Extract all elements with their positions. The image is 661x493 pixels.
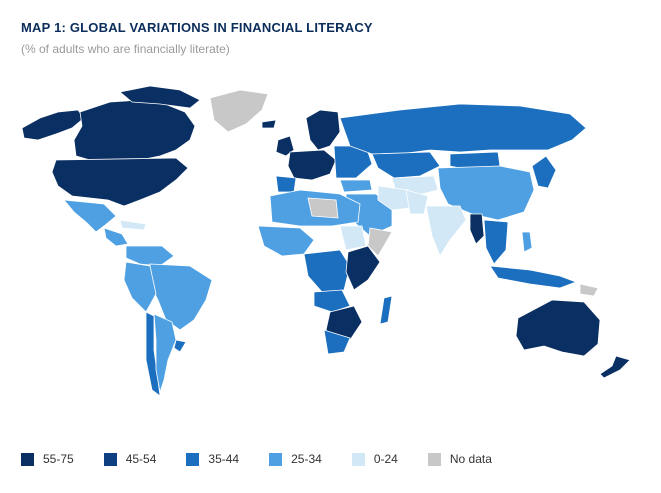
region-scandinavia <box>305 109 341 151</box>
region-madagascar <box>379 295 393 325</box>
legend-item-25-34: 25-34 <box>269 452 322 466</box>
region-argentina <box>153 313 177 393</box>
region-canada <box>73 99 196 161</box>
legend-swatch <box>103 452 117 466</box>
region-korea-japan <box>531 155 557 189</box>
legend-label: 0-24 <box>373 452 398 466</box>
region-west-africa <box>257 225 315 257</box>
legend-label: No data <box>449 452 492 466</box>
legend-item-no-data: No data <box>427 452 492 466</box>
region-russia <box>339 103 587 155</box>
region-philippines <box>521 231 533 253</box>
region-alaska <box>21 109 85 141</box>
legend-item-45-54: 45-54 <box>103 452 157 466</box>
region-uruguay <box>173 339 187 353</box>
region-usa <box>51 157 189 207</box>
map-title: MAP 1: GLOBAL VARIATIONS IN FINANCIAL LI… <box>21 20 373 35</box>
region-iberia <box>275 175 297 193</box>
legend-label: 35-44 <box>208 452 240 466</box>
legend-label: 45-54 <box>125 452 157 466</box>
region-sudan <box>339 225 367 251</box>
region-australia <box>515 299 601 357</box>
region-canada-islands <box>119 85 201 109</box>
legend-swatch <box>351 452 365 466</box>
region-western-europe <box>287 149 337 181</box>
region-pakistan-afghanistan <box>405 189 429 215</box>
region-kazakhstan <box>371 151 441 179</box>
legend-item-55-75: 55-75 <box>21 452 74 466</box>
region-myanmar <box>469 213 485 245</box>
region-south-africa <box>323 329 351 355</box>
legend-label: 55-75 <box>43 452 74 466</box>
world-choropleth-map <box>21 85 631 397</box>
region-china <box>437 165 535 221</box>
region-india <box>425 205 467 257</box>
legend-swatch <box>269 452 283 466</box>
legend: 55-75 45-54 35-44 25-34 0-24 No data <box>21 452 522 466</box>
legend-item-35-44: 35-44 <box>186 452 239 466</box>
region-indonesia <box>489 265 578 289</box>
legend-swatch <box>21 452 34 466</box>
region-central-africa <box>303 249 351 293</box>
map-subtitle: (% of adults who are financially literat… <box>21 42 230 56</box>
region-sahara-nodata <box>307 197 339 219</box>
region-horn-of-africa <box>367 227 393 257</box>
region-greenland <box>209 89 269 133</box>
region-mexico <box>63 199 117 233</box>
legend-label: 25-34 <box>291 452 322 466</box>
region-papua <box>579 283 599 297</box>
legend-swatch <box>427 452 441 466</box>
region-turkey <box>339 179 373 193</box>
region-central-america <box>103 227 129 247</box>
region-caribbean <box>119 219 147 231</box>
region-new-zealand <box>599 355 631 379</box>
region-iceland <box>261 119 277 129</box>
legend-item-0-24: 0-24 <box>351 452 398 466</box>
region-iran <box>377 185 411 211</box>
legend-swatch <box>186 452 200 466</box>
region-southeast-asia <box>483 219 509 265</box>
